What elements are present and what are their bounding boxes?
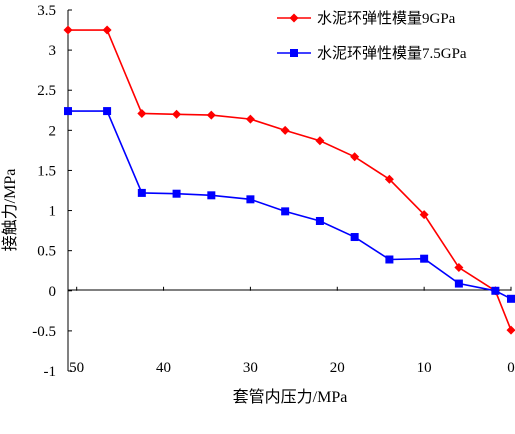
x-tick-label: 20 — [330, 360, 345, 376]
y-tick-label: 3 — [49, 43, 57, 59]
data-point — [64, 107, 72, 116]
legend: 水泥环弹性模量9GPa 水泥环弹性模量7.5GPa — [277, 10, 467, 62]
y-tick-label: -0.5 — [32, 324, 56, 340]
data-point — [289, 13, 299, 23]
data-point — [491, 286, 500, 295]
data-point — [246, 195, 255, 204]
legend-label: 水泥环弹性模量9GPa — [317, 10, 456, 27]
axes — [67, 10, 511, 371]
x-tick-label: 50 — [69, 360, 84, 376]
y-tick-label: 1 — [49, 204, 57, 220]
data-point — [137, 188, 146, 197]
data-point — [420, 254, 429, 263]
data-point — [506, 325, 515, 335]
y-tick-label: 0.5 — [37, 244, 56, 260]
series-1 — [63, 25, 515, 335]
y-tick-label: 2.5 — [37, 83, 56, 99]
data-point — [103, 107, 112, 116]
x-tick-label: 30 — [243, 360, 258, 376]
data-point — [290, 49, 298, 57]
data-point — [385, 255, 394, 264]
data-point — [172, 109, 182, 119]
data-point — [315, 136, 325, 146]
y-axis-title: 接触力/MPa — [1, 169, 19, 252]
data-point — [454, 279, 463, 288]
legend-label: 水泥环弹性模量7.5GPa — [317, 45, 467, 62]
data-point — [384, 174, 394, 184]
series-2 — [64, 107, 515, 303]
data-point — [280, 125, 290, 135]
data-point — [315, 216, 324, 225]
data-point — [350, 152, 360, 162]
y-tick-label: 3.5 — [37, 3, 56, 19]
data-point — [137, 108, 147, 118]
y-tick-label: 0 — [49, 284, 57, 300]
y-tick-label: -1 — [44, 364, 57, 380]
data-point — [419, 210, 429, 220]
data-point — [172, 189, 181, 198]
x-tick-label: 10 — [417, 360, 432, 376]
data-point — [454, 263, 464, 273]
series — [63, 25, 515, 335]
y-tick-label: 1.5 — [37, 163, 56, 179]
data-point — [207, 191, 216, 200]
series-line — [68, 29, 512, 331]
x-tick-label: 40 — [156, 360, 171, 376]
series-line — [68, 110, 512, 300]
data-point — [63, 25, 73, 35]
ticks: 3.5 3 2.5 2 1.5 1 0.5 0 -0.5 -1 50 40 30 20 10 0 — [32, 3, 515, 380]
data-point — [281, 207, 290, 216]
x-axis-title: 套管内压力/MPa — [233, 388, 348, 406]
data-point — [350, 233, 359, 242]
x-tick-label: 0 — [507, 360, 515, 376]
data-point — [102, 25, 112, 35]
data-point — [206, 110, 216, 120]
y-tick-label: 2 — [49, 123, 57, 139]
data-point — [507, 294, 515, 303]
data-point — [245, 114, 255, 124]
